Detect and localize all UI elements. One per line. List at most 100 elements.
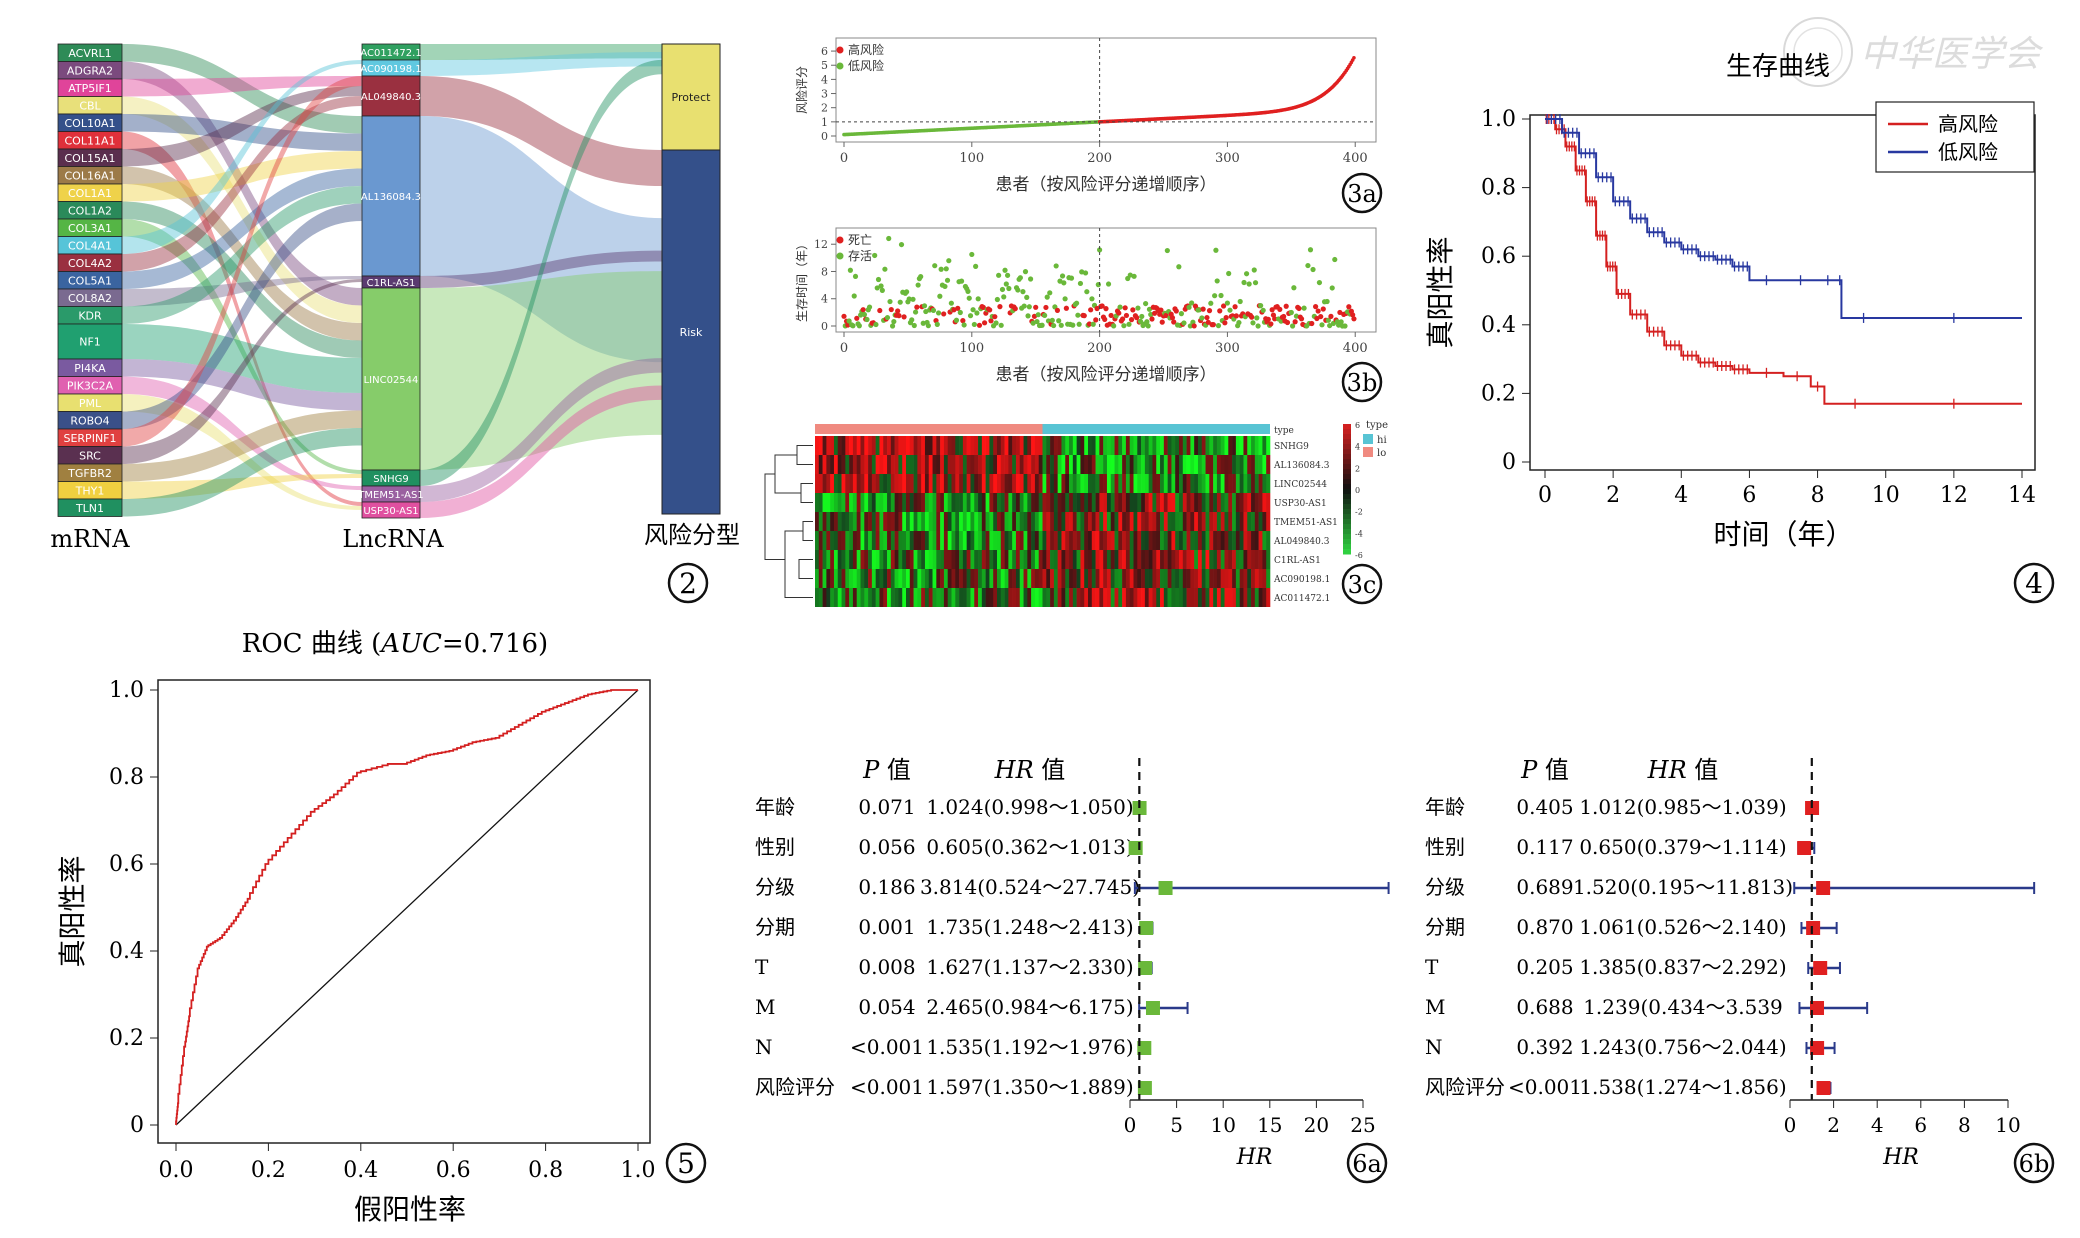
heatmap-cell — [883, 588, 888, 607]
heatmap-cell — [1167, 550, 1172, 569]
heatmap-cell — [833, 550, 839, 569]
heatmap-cell — [1197, 512, 1203, 531]
survival-point — [1269, 307, 1275, 313]
heatmap-cell — [959, 588, 964, 607]
heatmap-cell — [936, 455, 941, 474]
heatmap-cell — [1050, 588, 1055, 607]
heatmap-cell — [1023, 588, 1028, 607]
heatmap-cell — [1095, 493, 1100, 512]
heatmap-cell — [841, 531, 846, 550]
heatmap-cell — [959, 550, 964, 569]
heatmap-cell — [887, 550, 892, 569]
heatmap-cell — [1194, 588, 1199, 607]
survival-point — [1277, 306, 1283, 312]
forest-row-hr: 1.243(0.756～2.044) — [1579, 1035, 1786, 1059]
survival-point — [1237, 298, 1243, 305]
heatmap-cell — [871, 569, 876, 588]
heatmap-cell — [1163, 455, 1168, 474]
survival-point — [1318, 313, 1324, 320]
heatmap-cell — [875, 512, 880, 531]
heatmap-cell — [830, 588, 835, 607]
heatmap-cell — [1266, 474, 1271, 493]
heatmap-cell — [1179, 455, 1184, 474]
heatmap-cell — [1137, 588, 1142, 607]
heatmap-cell — [1239, 531, 1244, 550]
heatmap-cell — [868, 569, 873, 588]
heatmap-cell — [1091, 569, 1096, 588]
heatmap-cell — [1137, 436, 1142, 455]
heatmap-cell — [1205, 550, 1210, 569]
x-tick-label: 0.2 — [251, 1158, 286, 1183]
heatmap-cell — [1216, 550, 1222, 569]
sankey-link — [420, 271, 662, 470]
survival-point — [1058, 322, 1064, 328]
heatmap-cell — [815, 531, 820, 550]
heatmap-cell — [1004, 531, 1009, 550]
heatmap-cell — [1194, 474, 1199, 493]
heatmap-cell — [985, 550, 990, 569]
sankey-node-label: COL1A1 — [68, 187, 112, 200]
sankey-link — [122, 474, 362, 499]
heatmap-cell — [860, 455, 865, 474]
heatmap-cell — [1091, 493, 1096, 512]
panel-badge-6b: 6b — [2013, 1142, 2055, 1184]
x-tick-label: 4 — [1674, 483, 1688, 508]
heatmap-cell — [1091, 436, 1096, 455]
forest-header-hr: HR 值 — [994, 756, 1066, 784]
heatmap-cell — [1262, 531, 1267, 550]
heatmap-cell — [917, 455, 922, 474]
heatmap-cell — [1023, 512, 1028, 531]
survival-point — [1171, 319, 1177, 325]
heatmap-row-label: type — [1274, 426, 1294, 436]
heatmap-cell — [887, 436, 892, 455]
heatmap-cell — [1247, 569, 1252, 588]
heatmap-legend-swatch — [1363, 434, 1373, 444]
heatmap-cell — [1141, 493, 1146, 512]
survival-point — [896, 313, 902, 319]
heatmap-cell — [1201, 588, 1206, 607]
heatmap-cell — [1031, 512, 1036, 531]
heatmap-cell — [902, 550, 907, 569]
heatmap-cell — [1004, 474, 1009, 493]
heatmap-cell — [1254, 455, 1259, 474]
heatmap-cell — [1129, 550, 1134, 569]
sankey-link — [122, 96, 362, 272]
heatmap-cell — [1190, 569, 1195, 588]
heatmap-cell — [1209, 493, 1214, 512]
heatmap-row-label: USP30-AS1 — [1274, 499, 1327, 509]
heatmap-cell — [1076, 474, 1081, 493]
heatmap-cell — [1228, 455, 1233, 474]
heatmap-cell — [1129, 493, 1134, 512]
legend-marker — [836, 62, 844, 70]
svg-text:6b: 6b — [2019, 1150, 2050, 1178]
heatmap-cell — [943, 550, 949, 569]
heatmap-cell — [1099, 550, 1104, 569]
heatmap-cell — [917, 512, 922, 531]
survival-point — [1289, 323, 1296, 329]
survival-point — [898, 241, 905, 248]
type-bar-hi — [1042, 424, 1270, 434]
scale-cell — [1343, 464, 1351, 470]
heatmap-cell — [1213, 550, 1218, 569]
heatmap-cell — [1088, 531, 1093, 550]
heatmap-cell — [1254, 512, 1259, 531]
heatmap-cell — [970, 550, 975, 569]
heatmap-cell — [947, 550, 952, 569]
heatmap-cell — [1152, 493, 1157, 512]
survival-point — [1117, 304, 1123, 310]
heatmap-cell — [940, 455, 945, 474]
heatmap-cell — [845, 436, 850, 455]
heatmap-cell — [818, 569, 823, 588]
heatmap-cell — [1239, 588, 1244, 607]
heatmap-cell — [1228, 550, 1233, 569]
survival-point — [1189, 300, 1195, 306]
heatmap-cell — [1034, 455, 1040, 474]
heatmap-cell — [959, 493, 964, 512]
heatmap-cell — [1175, 493, 1180, 512]
heatmap-cell — [818, 550, 823, 569]
heatmap-cell — [1057, 588, 1062, 607]
forest-row-p: 0.008 — [858, 955, 915, 979]
heatmap-cell — [1182, 455, 1187, 474]
heatmap-cell — [951, 588, 956, 607]
heatmap-cell — [989, 512, 994, 531]
